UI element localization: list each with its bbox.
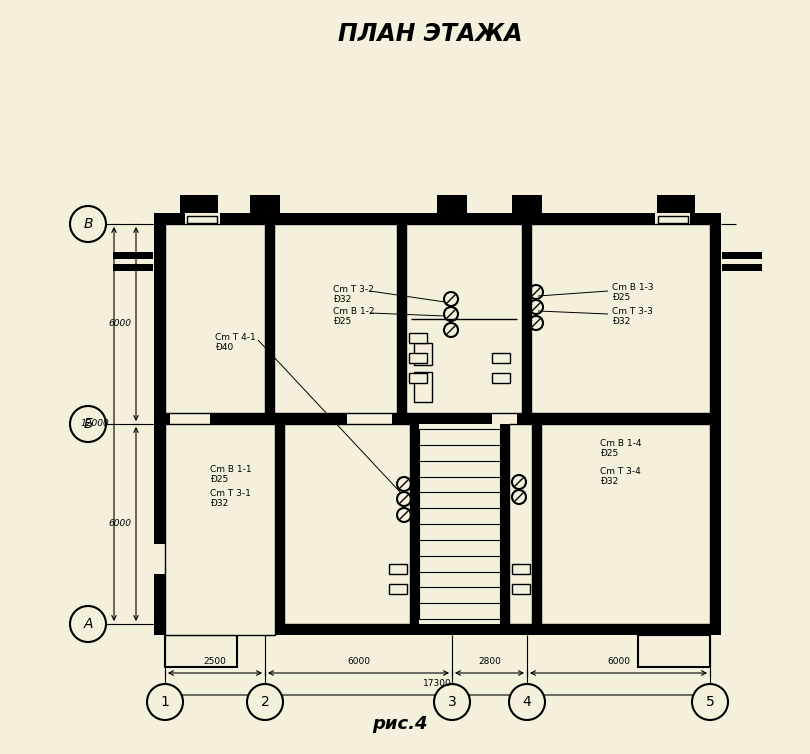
Text: Cm B 1-1: Cm B 1-1 (210, 464, 252, 474)
Bar (397, 224, 406, 413)
Text: Cm T 3-4: Cm T 3-4 (600, 467, 641, 477)
Text: 6000: 6000 (347, 657, 370, 666)
Bar (113, 264, 153, 271)
Bar (347, 413, 392, 424)
Bar (389, 564, 407, 574)
Bar (655, 213, 690, 224)
Text: Ð32: Ð32 (210, 498, 228, 507)
Text: Ð32: Ð32 (600, 477, 618, 486)
Text: Cm T 3-1: Cm T 3-1 (210, 489, 251, 498)
Bar (638, 635, 710, 667)
Bar (410, 424, 419, 635)
Circle shape (509, 684, 545, 720)
Bar (414, 372, 432, 402)
Text: 6000: 6000 (108, 320, 131, 329)
Text: Ð40: Ð40 (215, 344, 233, 353)
Text: 17300: 17300 (423, 679, 452, 688)
Bar (165, 424, 275, 635)
Bar (389, 584, 407, 594)
Bar (180, 195, 218, 213)
Text: A: A (83, 617, 93, 631)
Bar (170, 413, 210, 424)
Text: 2: 2 (261, 695, 270, 709)
Bar (165, 635, 237, 667)
Text: рис.4: рис.4 (373, 715, 428, 733)
Text: 1: 1 (160, 695, 169, 709)
Circle shape (147, 684, 183, 720)
Text: 6000: 6000 (108, 520, 131, 529)
Circle shape (70, 406, 106, 442)
Bar (275, 424, 284, 635)
Text: 2800: 2800 (478, 657, 501, 666)
Bar (541, 424, 710, 624)
Text: Б: Б (83, 417, 93, 431)
Text: Ð25: Ð25 (600, 449, 618, 458)
Bar (531, 224, 710, 413)
Circle shape (434, 684, 470, 720)
Bar (414, 343, 432, 365)
Text: Ð25: Ð25 (210, 474, 228, 483)
Bar (638, 635, 710, 667)
Circle shape (70, 606, 106, 642)
Text: Ð25: Ð25 (333, 317, 352, 326)
Bar (492, 373, 510, 383)
Bar (284, 424, 410, 624)
Text: 4: 4 (522, 695, 531, 709)
Bar (274, 224, 397, 413)
Bar (500, 424, 509, 635)
Text: Cm T 3-3: Cm T 3-3 (612, 308, 653, 317)
Bar (406, 224, 522, 413)
Bar (512, 584, 530, 594)
Bar (165, 224, 265, 413)
Text: Cm T 4-1: Cm T 4-1 (215, 333, 256, 342)
Text: 12000: 12000 (80, 419, 109, 428)
Bar (165, 413, 710, 424)
Bar (437, 195, 467, 213)
Bar (113, 252, 153, 259)
Bar (409, 333, 427, 343)
Bar (409, 353, 427, 363)
Bar (658, 216, 688, 223)
Text: Ð32: Ð32 (612, 317, 630, 326)
Bar (185, 213, 220, 224)
Circle shape (70, 206, 106, 242)
Text: Ð32: Ð32 (333, 295, 352, 304)
Bar (154, 213, 165, 635)
Text: Cm T 3-2: Cm T 3-2 (333, 284, 373, 293)
Bar (532, 424, 541, 635)
Text: 6000: 6000 (607, 657, 630, 666)
Text: Ð25: Ð25 (612, 293, 630, 302)
Text: Cm B 1-4: Cm B 1-4 (600, 440, 642, 449)
Bar (657, 195, 695, 213)
Bar (710, 213, 721, 635)
Bar (165, 213, 710, 224)
Circle shape (247, 684, 283, 720)
Circle shape (692, 684, 728, 720)
Text: ПЛАН ЭТАЖА: ПЛАН ЭТАЖА (338, 22, 522, 46)
Text: 3: 3 (448, 695, 456, 709)
Bar (522, 224, 531, 413)
Bar (265, 224, 274, 413)
Bar (512, 195, 542, 213)
Bar (492, 413, 517, 424)
Bar (187, 216, 217, 223)
Bar (509, 424, 532, 624)
Bar (165, 624, 710, 635)
Bar (722, 252, 762, 259)
Text: Cm B 1-3: Cm B 1-3 (612, 283, 654, 292)
Bar (722, 264, 762, 271)
Bar (154, 544, 165, 574)
Text: Cm B 1-2: Cm B 1-2 (333, 306, 374, 315)
Bar (492, 353, 510, 363)
Bar (250, 195, 280, 213)
Bar (409, 373, 427, 383)
Bar (512, 564, 530, 574)
Text: 2500: 2500 (203, 657, 227, 666)
Bar (165, 635, 237, 667)
Text: B: B (83, 217, 93, 231)
Text: 5: 5 (706, 695, 714, 709)
